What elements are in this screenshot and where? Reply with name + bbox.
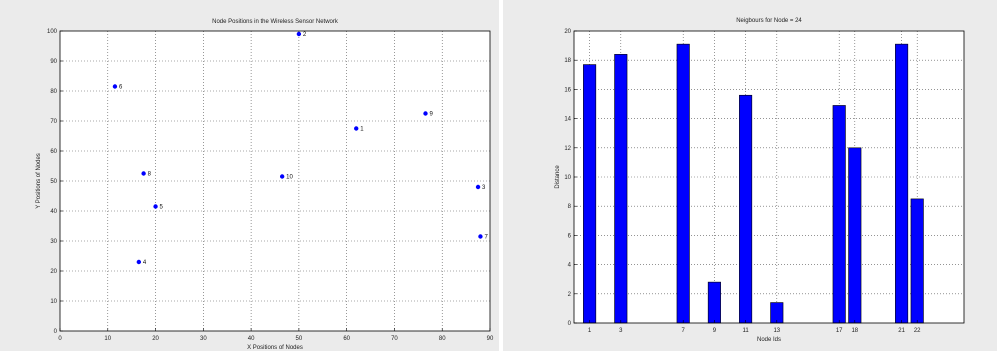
y-tick-label: 14 — [564, 117, 571, 123]
x-tick-label: 40 — [248, 336, 255, 342]
plot-area — [60, 31, 490, 331]
bar — [707, 281, 721, 324]
y-tick-label: 0 — [54, 329, 58, 335]
point-label: 4 — [143, 260, 147, 266]
scatter-point — [296, 31, 302, 37]
x-tick-label: 10 — [104, 336, 111, 342]
x-axis-title: Node Ids — [757, 337, 781, 343]
scatter-chart: 0 10 20 30 40 50 60 70 80 90 0 10 20 30 40 50 60 70 80 90 10… — [36, 19, 494, 351]
y-tick-label: 0 — [568, 321, 572, 327]
scatter-point — [478, 234, 483, 239]
x-tick-label: 9 — [713, 328, 717, 334]
point-label: 10 — [286, 175, 293, 181]
y-tick-label: 10 — [50, 299, 57, 305]
y-tick-label: 12 — [564, 146, 571, 152]
scatter-point — [112, 84, 118, 89]
y-tick-label: 30 — [50, 239, 57, 245]
y-tick-label: 8 — [568, 204, 572, 210]
x-tick-label: 17 — [836, 328, 843, 334]
x-axis-title: X Positions of Nodes — [247, 345, 303, 351]
bar-panel: 0 2 4 6 8 10 12 14 16 18 20 1 3 7 9 11 13 17 18 21 22 Neigbou… — [503, 0, 997, 351]
y-tick-label: 50 — [50, 179, 57, 185]
x-tick-label: 60 — [343, 336, 350, 342]
y-tick-label: 60 — [50, 149, 57, 155]
point-label: 3 — [482, 185, 486, 191]
bar — [910, 198, 924, 324]
scatter-point — [141, 171, 146, 176]
chart-title: Neigbours for Node = 24 — [736, 18, 802, 24]
x-tick-label: 7 — [682, 328, 686, 334]
x-tick-label: 21 — [898, 328, 905, 334]
y-tick-label: 70 — [50, 119, 57, 125]
x-tick-label: 30 — [200, 336, 207, 342]
scatter-panel: 0 10 20 30 40 50 60 70 80 90 0 10 20 30 40 50 60 70 80 90 10… — [0, 0, 499, 351]
y-tick-label: 16 — [564, 87, 571, 93]
bar — [583, 64, 597, 324]
y-tick-label: 4 — [568, 263, 572, 269]
bar — [770, 302, 784, 324]
y-tick-label: 18 — [564, 58, 571, 64]
x-tick-label: 20 — [152, 336, 159, 342]
point-label: 7 — [484, 235, 488, 241]
x-tick-label: 80 — [439, 336, 446, 342]
point-label: 5 — [160, 205, 164, 211]
y-tick-label: 80 — [50, 89, 57, 95]
x-tick-label: 0 — [58, 336, 62, 342]
scatter-point — [354, 126, 359, 131]
y-tick-label: 90 — [50, 59, 57, 65]
x-tick-label: 11 — [742, 328, 749, 334]
scatter-point — [153, 204, 158, 209]
x-tick-label: 18 — [851, 328, 858, 334]
bar — [614, 54, 628, 324]
y-tick-label: 20 — [564, 29, 571, 35]
plot-border — [573, 30, 965, 324]
scatter-point — [136, 259, 142, 265]
point-label: 9 — [430, 112, 434, 118]
bar — [848, 147, 862, 324]
bar — [676, 43, 690, 324]
y-tick-label: 20 — [50, 269, 57, 275]
x-tick-label: 90 — [487, 336, 494, 342]
y-tick-label: 6 — [568, 233, 572, 239]
y-tick-label: 100 — [47, 29, 58, 35]
chart-title: Node Positions in the Wireless Sensor Ne… — [212, 19, 339, 25]
x-tick-label: 70 — [391, 336, 398, 342]
point-label: 1 — [360, 127, 364, 133]
y-tick-label: 2 — [568, 292, 572, 298]
scatter-point — [279, 174, 285, 179]
y-tick-label: 40 — [50, 209, 57, 215]
x-tick-label: 3 — [619, 328, 623, 334]
point-label: 2 — [303, 32, 307, 38]
bar — [895, 43, 909, 324]
point-label: 6 — [119, 85, 123, 91]
point-label: 8 — [148, 172, 152, 178]
x-tick-label: 1 — [588, 328, 592, 334]
y-axis-title: Distance — [555, 165, 561, 189]
x-tick-label: 22 — [914, 328, 921, 334]
plot-border — [59, 30, 491, 332]
x-tick-label: 50 — [296, 336, 303, 342]
y-axis-title: Y Positions of Nodes — [36, 153, 42, 209]
bar — [832, 105, 846, 324]
scatter-point — [475, 184, 481, 190]
scatter-point — [423, 111, 428, 116]
x-tick-label: 13 — [773, 328, 780, 334]
y-tick-label: 10 — [564, 175, 571, 181]
bar — [739, 94, 753, 324]
